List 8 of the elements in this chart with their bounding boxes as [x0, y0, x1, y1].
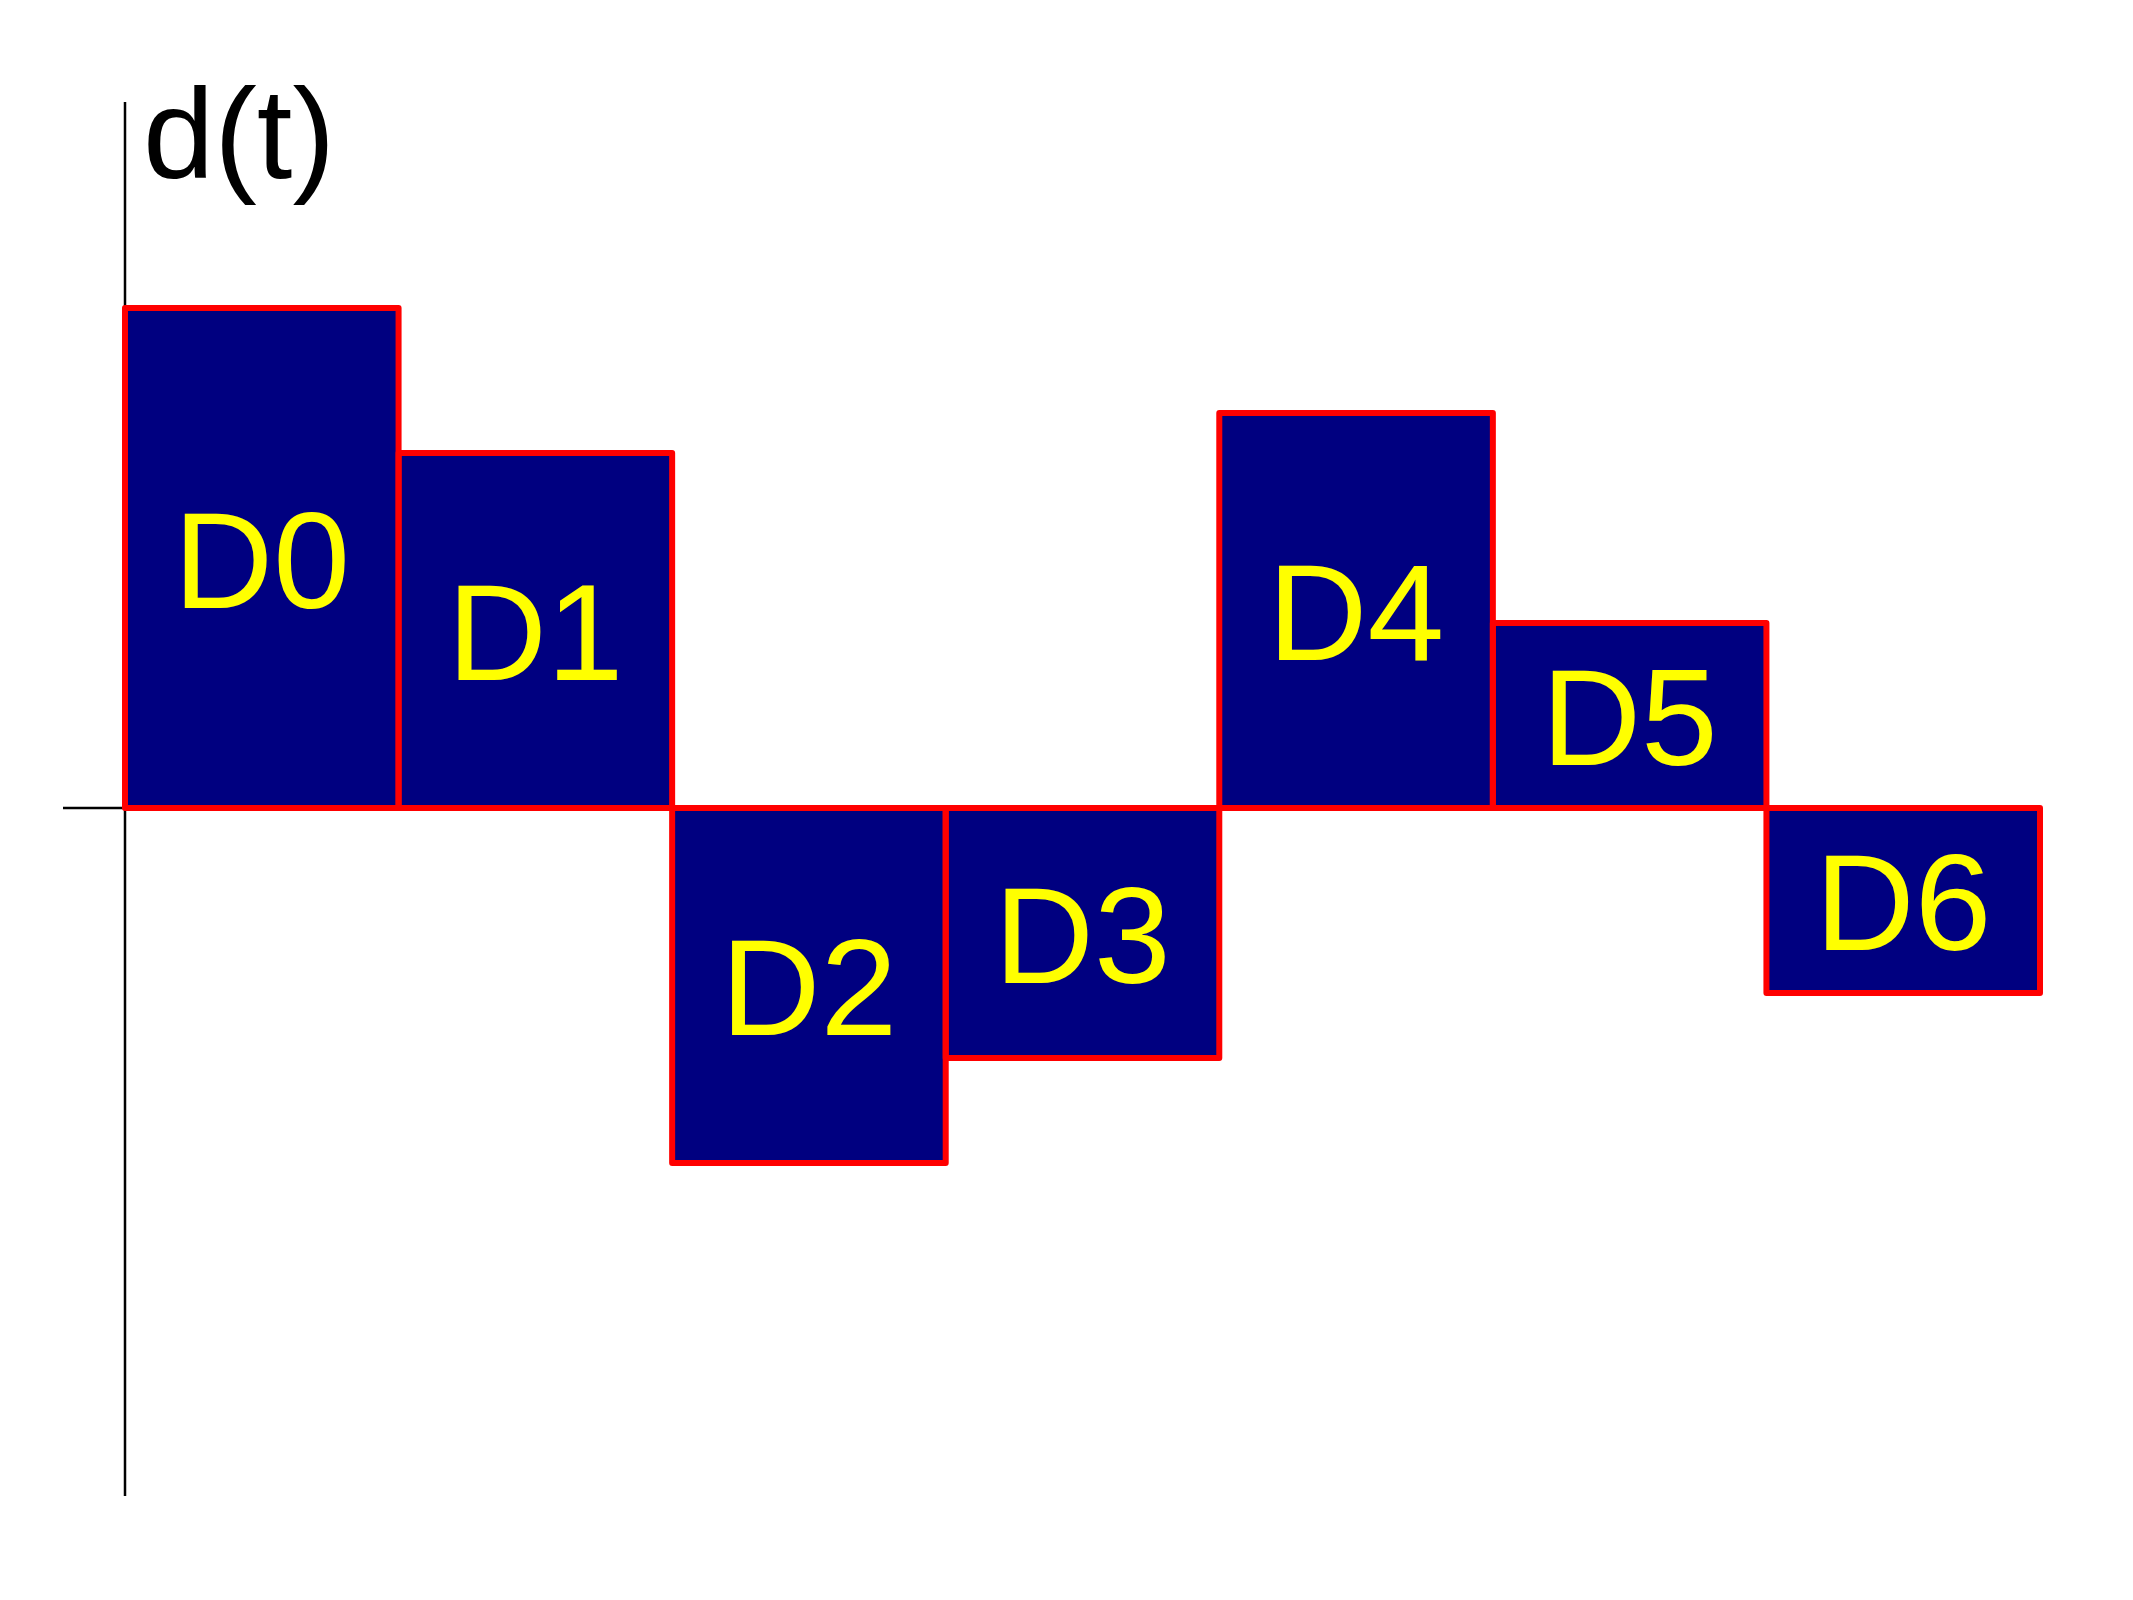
x-tick-label: D0	[173, 482, 350, 637]
x-tick-label: D6	[1815, 825, 1992, 980]
y-axis-title: d(t)	[143, 62, 335, 205]
x-tick-label: D5	[1541, 640, 1718, 795]
x-tick-label: D2	[720, 910, 898, 1065]
x-tick-label: D4	[1267, 535, 1445, 690]
x-tick-label: D3	[994, 857, 1171, 1012]
x-tick-label: D1	[447, 555, 624, 710]
